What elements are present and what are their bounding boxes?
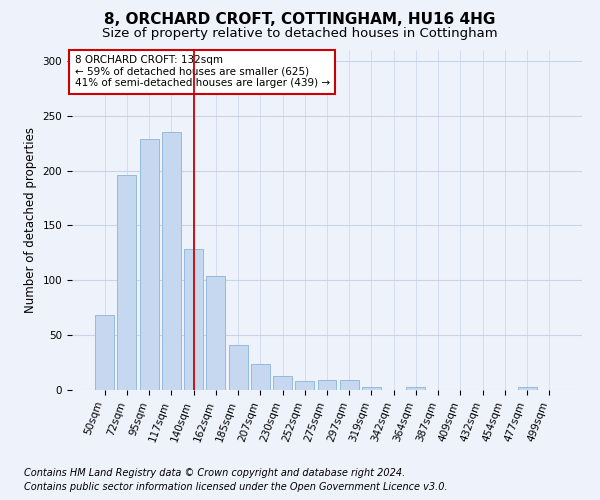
Text: 8 ORCHARD CROFT: 132sqm
← 59% of detached houses are smaller (625)
41% of semi-d: 8 ORCHARD CROFT: 132sqm ← 59% of detache…	[74, 55, 329, 88]
Text: Contains HM Land Registry data © Crown copyright and database right 2024.: Contains HM Land Registry data © Crown c…	[24, 468, 405, 477]
Bar	[317, 380, 337, 390]
Bar	[229, 345, 248, 390]
Text: Size of property relative to detached houses in Cottingham: Size of property relative to detached ho…	[102, 28, 498, 40]
Bar	[295, 381, 314, 390]
Bar	[362, 386, 381, 390]
Bar	[140, 139, 158, 390]
Bar	[340, 380, 359, 390]
Text: Contains public sector information licensed under the Open Government Licence v3: Contains public sector information licen…	[24, 482, 448, 492]
Bar	[95, 316, 114, 390]
Bar	[406, 386, 425, 390]
Bar	[118, 175, 136, 390]
Bar	[184, 248, 203, 390]
Bar	[251, 364, 270, 390]
Bar	[162, 132, 181, 390]
Y-axis label: Number of detached properties: Number of detached properties	[24, 127, 37, 313]
Text: 8, ORCHARD CROFT, COTTINGHAM, HU16 4HG: 8, ORCHARD CROFT, COTTINGHAM, HU16 4HG	[104, 12, 496, 28]
Bar	[206, 276, 225, 390]
Bar	[518, 386, 536, 390]
Bar	[273, 376, 292, 390]
